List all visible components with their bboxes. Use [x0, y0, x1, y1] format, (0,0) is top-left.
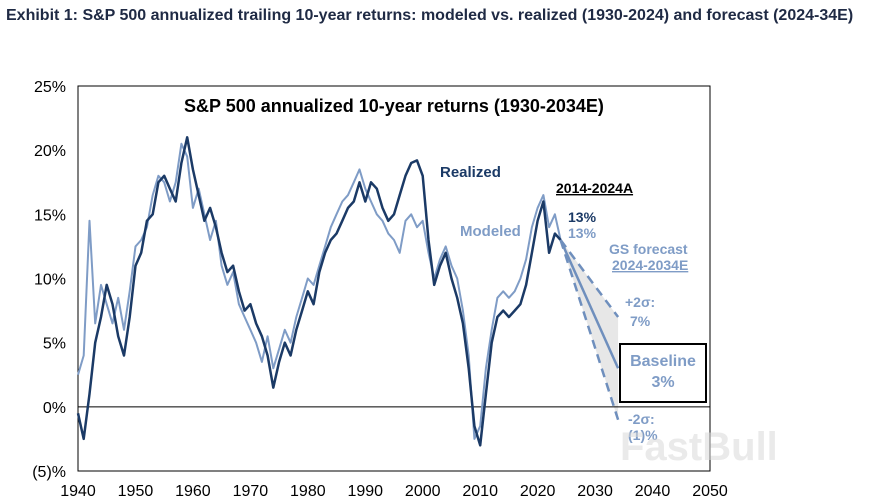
modeled-value-label: 13%	[568, 225, 597, 241]
forecast-baseline-line	[559, 239, 620, 369]
lower-bound-value: (1)%	[628, 427, 658, 443]
chart-title: S&P 500 annualized 10-year returns (1930…	[184, 96, 604, 116]
forecast-upper-line	[559, 239, 620, 318]
x-tick-label: 1960	[175, 483, 211, 500]
x-tick-label: 1950	[118, 483, 154, 500]
realized-series-line	[76, 136, 562, 447]
modeled-label: Modeled	[460, 223, 521, 240]
x-tick-label: 1980	[290, 483, 326, 500]
modeled-series-line	[77, 142, 562, 440]
y-tick-label: (5)%	[32, 464, 66, 481]
y-tick-label: 5%	[43, 336, 66, 353]
upper-bound-label: +2σ:	[625, 294, 655, 310]
x-tick-label: 2030	[577, 483, 613, 500]
x-tick-label: 2000	[405, 483, 441, 500]
baseline-value: 3%	[651, 374, 674, 391]
baseline-label: Baseline	[630, 353, 696, 370]
lower-bound-label: -2σ:	[628, 411, 655, 427]
x-tick-label: 1970	[233, 483, 269, 500]
y-tick-label: 20%	[34, 143, 66, 160]
y-tick-label: 10%	[34, 272, 66, 289]
forecast-label: GS forecast	[609, 241, 688, 257]
y-tick-label: 0%	[43, 400, 66, 417]
x-tick-label: 2010	[462, 483, 498, 500]
upper-bound-value: 7%	[630, 313, 651, 329]
x-tick-label: 1990	[347, 483, 383, 500]
watermark: FastBull	[620, 425, 778, 469]
forecast-period-label: 2024-2034E	[612, 257, 688, 273]
x-tick-label: 2040	[635, 483, 671, 500]
realized-value-label: 13%	[568, 209, 597, 225]
y-tick-label: 25%	[34, 79, 66, 96]
period-label: 2014-2024A	[556, 180, 633, 196]
x-tick-label: 2020	[520, 483, 556, 500]
y-tick-label: 15%	[34, 207, 66, 224]
baseline-box	[619, 343, 707, 403]
x-tick-label: 1940	[60, 483, 96, 500]
exhibit-title: Exhibit 1: S&P 500 annualized trailing 1…	[6, 7, 854, 24]
realized-label: Realized	[440, 164, 501, 181]
x-tick-label: 2050	[692, 483, 728, 500]
forecast-lower-line	[559, 239, 620, 421]
plot-frame	[77, 85, 711, 472]
